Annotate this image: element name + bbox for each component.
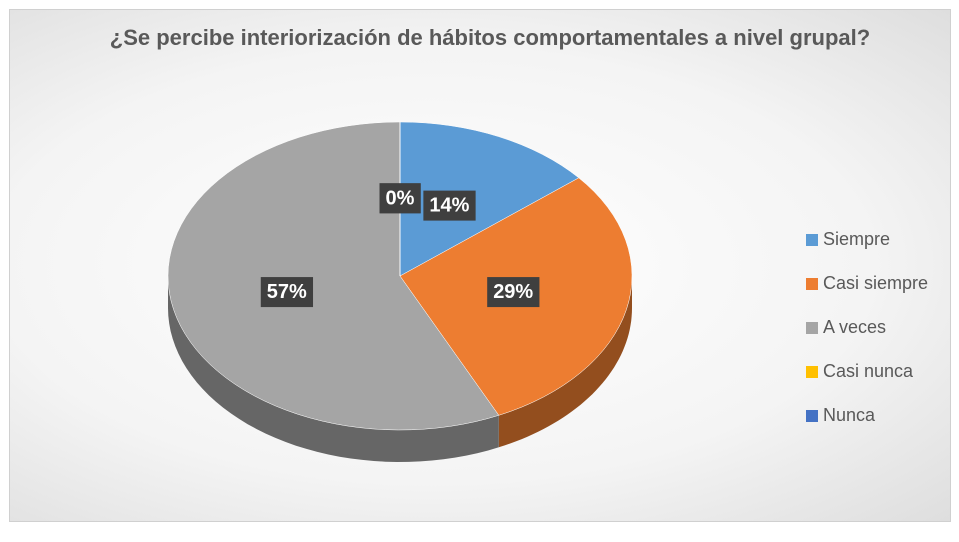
legend-swatch — [806, 234, 818, 246]
legend-label: Nunca — [823, 405, 876, 425]
slice-side — [168, 276, 499, 462]
legend-swatch — [806, 278, 818, 290]
data-label: 57% — [260, 277, 314, 308]
legend-swatch — [806, 366, 818, 378]
legend-swatch — [806, 322, 818, 334]
data-label: 14% — [423, 190, 476, 221]
legend-label: Casi nunca — [823, 361, 914, 381]
legend-label: Casi siempre — [823, 273, 928, 293]
data-label-text: 57% — [267, 281, 307, 303]
slice — [167, 121, 500, 431]
data-label-text: 0% — [386, 187, 415, 209]
legend-label: Siempre — [823, 229, 890, 249]
legend-swatch — [806, 410, 818, 422]
data-label-box — [260, 277, 314, 308]
data-label: 0% — [379, 183, 421, 214]
legend-label: A veces — [823, 317, 886, 337]
data-label-box — [423, 190, 476, 221]
data-label-box — [487, 277, 540, 308]
chart-title: ¿Se percibe interiorización de hábitos c… — [109, 25, 871, 50]
slice — [399, 121, 580, 277]
data-label-text: 14% — [429, 195, 469, 217]
slice-side — [498, 276, 632, 448]
data-label: 29% — [487, 277, 540, 308]
data-label-text: 29% — [493, 281, 533, 303]
data-label-box — [379, 183, 421, 214]
